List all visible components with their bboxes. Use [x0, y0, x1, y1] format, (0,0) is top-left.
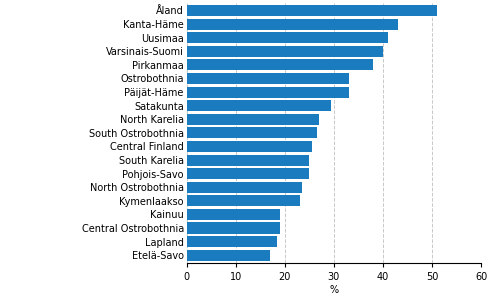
Bar: [187, 250, 270, 261]
Bar: [187, 195, 300, 207]
Bar: [187, 73, 349, 84]
Bar: [187, 46, 383, 57]
Bar: [187, 223, 280, 234]
Bar: [187, 59, 373, 70]
Bar: [187, 236, 277, 247]
Bar: [187, 141, 312, 152]
Bar: [187, 182, 302, 193]
Bar: [187, 100, 331, 111]
Bar: [187, 32, 388, 43]
Bar: [187, 5, 437, 16]
Bar: [187, 18, 398, 30]
Bar: [187, 114, 319, 125]
Bar: [187, 86, 349, 98]
Bar: [187, 209, 280, 220]
Bar: [187, 168, 309, 179]
Bar: [187, 155, 309, 166]
X-axis label: %: %: [329, 284, 338, 294]
Bar: [187, 127, 317, 138]
